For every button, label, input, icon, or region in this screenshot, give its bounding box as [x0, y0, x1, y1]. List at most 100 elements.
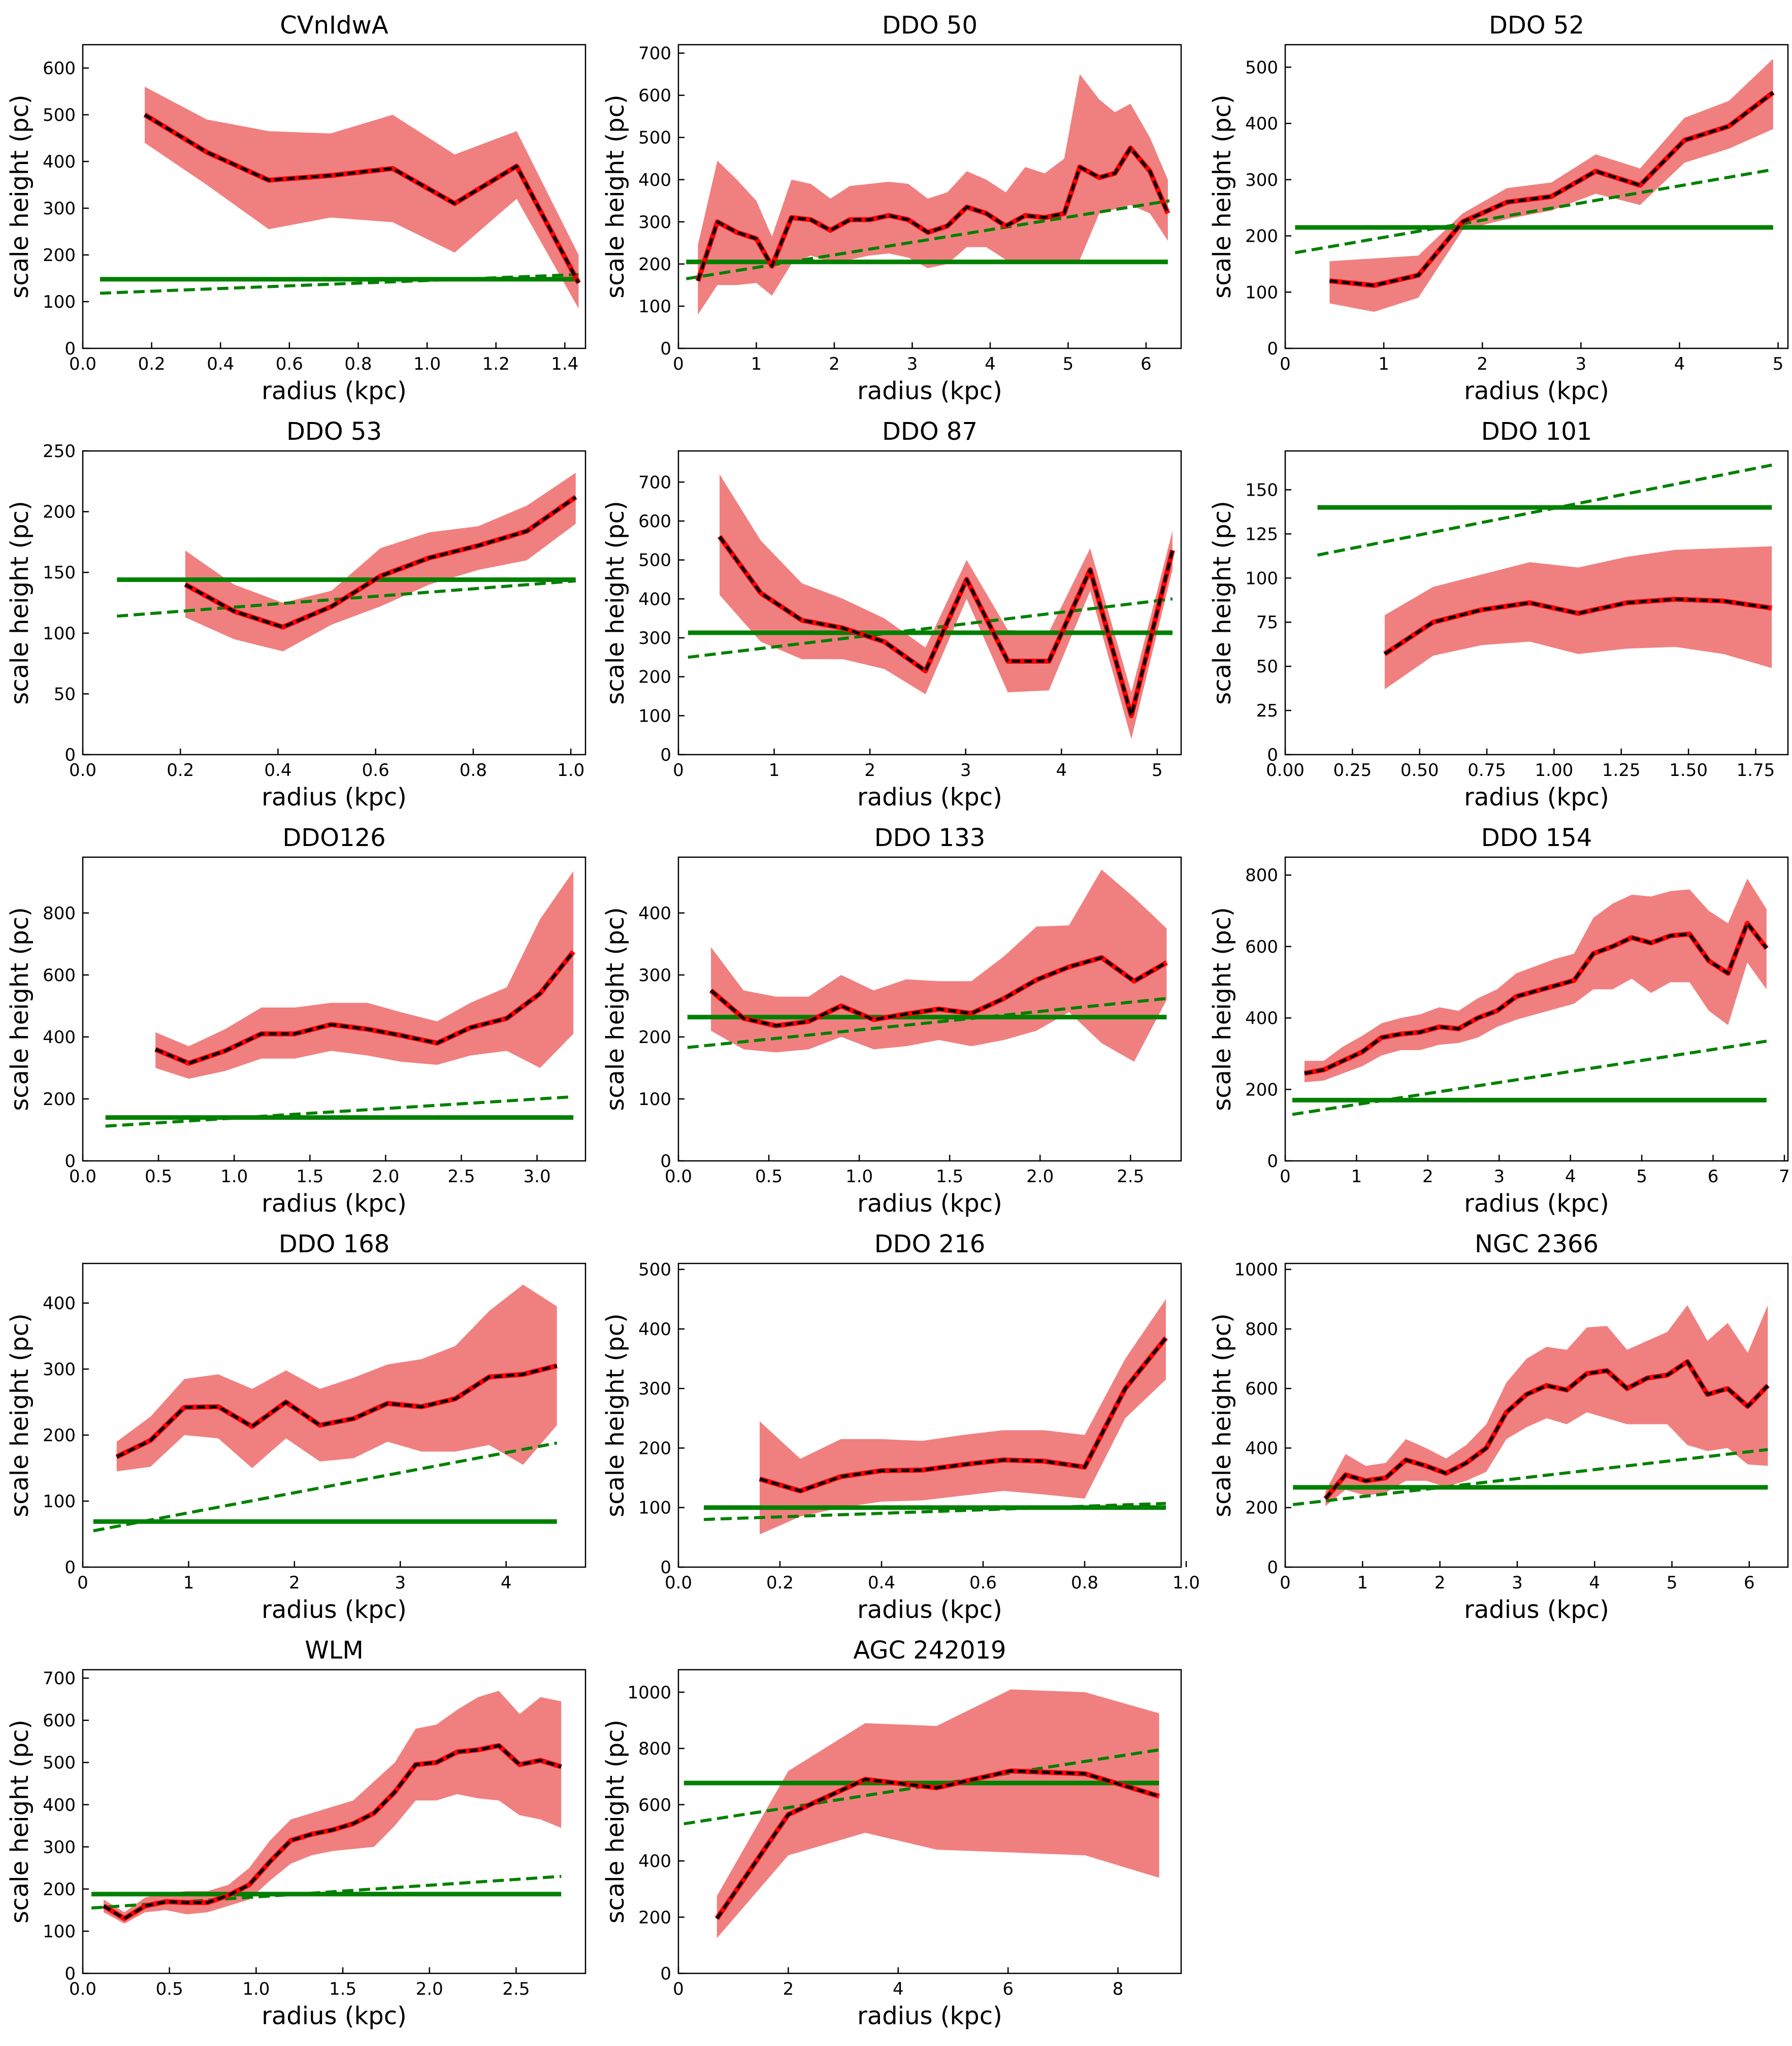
y-tick-label: 0 — [64, 1557, 76, 1578]
x-tick-label: 3 — [907, 354, 918, 374]
y-tick-label: 500 — [43, 1753, 76, 1773]
dashed-trend-line — [686, 199, 1170, 280]
subplot-title: WLM — [305, 1636, 364, 1665]
y-tick-label: 0 — [1267, 339, 1278, 359]
axes-frame — [82, 856, 587, 1162]
y-tick-label: 200 — [43, 1879, 76, 1900]
dashed-trend-line — [687, 997, 1167, 1049]
y-tick-label: 400 — [43, 1027, 76, 1048]
y-tick-label: 400 — [638, 1852, 671, 1872]
axes-frame — [677, 856, 1182, 1162]
series-line-black-dashed — [144, 113, 580, 284]
subplot-title: DDO 154 — [1481, 824, 1592, 852]
y-tick-label: 600 — [43, 58, 76, 79]
x-tick-label: 1.0 — [845, 1166, 873, 1187]
y-axis-label: scale height (pc) — [601, 1313, 630, 1517]
x-tick-label: 3 — [1576, 354, 1587, 374]
x-tick-label: 3 — [1493, 1166, 1505, 1187]
x-tick-label: 0.0 — [69, 354, 96, 374]
x-tick-label: 0.8 — [344, 354, 372, 374]
y-axis-label: scale height (pc) — [601, 94, 630, 299]
y-tick-label: 0 — [64, 1151, 76, 1172]
y-tick-label: 100 — [638, 1089, 671, 1110]
axes-frame — [1284, 450, 1789, 756]
plot-area — [1292, 879, 1769, 1116]
x-tick-label: 1 — [1351, 1166, 1362, 1187]
x-tick-label: 2 — [1477, 354, 1488, 374]
subplot-title: DDO 50 — [882, 11, 978, 40]
x-tick-label: 2.0 — [372, 1166, 399, 1187]
y-tick-label: 0 — [660, 745, 671, 765]
x-tick-label: 0.6 — [362, 760, 389, 781]
subplot-title: DDO 52 — [1489, 11, 1584, 40]
y-tick-label: 300 — [638, 628, 671, 648]
y-tick-label: 400 — [1245, 1438, 1278, 1458]
y-tick-label: 200 — [43, 1089, 76, 1110]
x-tick-label: 5 — [1636, 1166, 1647, 1187]
x-axis-label: radius (kpc) — [857, 1189, 1002, 1218]
axes-frame — [677, 1262, 1182, 1568]
x-tick-label: 2 — [783, 1979, 794, 1999]
x-axis-label: radius (kpc) — [857, 783, 1002, 811]
y-tick-label: 100 — [638, 706, 671, 726]
y-tick-label: 500 — [638, 128, 671, 148]
x-tick-label: 0.8 — [460, 760, 487, 781]
x-tick-label: 0.75 — [1468, 760, 1506, 781]
x-tick-label: 0.5 — [156, 1979, 183, 1999]
x-tick-label: 4 — [1589, 1573, 1600, 1593]
y-tick-label: 100 — [43, 624, 76, 644]
y-tick-label: 0 — [660, 339, 671, 359]
series-line-black-dashed — [103, 1744, 562, 1921]
x-axis-label: radius (kpc) — [262, 1189, 407, 1218]
x-tick-label: 1.4 — [551, 354, 578, 374]
subplot-12: 0.0 0.5 1.0 1.5 2.0 2.5 0 100 200 300 400 500 600 700… — [6, 1636, 587, 2030]
dashed-trend-line — [703, 1502, 1166, 1521]
dashed-trend-line — [91, 1874, 562, 1910]
y-tick-label: 400 — [1245, 114, 1278, 134]
dashed-trend-line — [1317, 463, 1772, 557]
y-tick-label: 1000 — [627, 1682, 671, 1703]
y-tick-label: 700 — [638, 472, 671, 493]
series-line-black-dashed — [1304, 922, 1768, 1075]
x-axis-label: radius (kpc) — [1464, 783, 1609, 811]
uncertainty-band — [155, 871, 574, 1079]
x-axis-label: radius (kpc) — [857, 2002, 1002, 2030]
y-tick-label: 200 — [638, 667, 671, 688]
subplot-13: 0 2 4 6 8 0 200 400 600 800 1000 AGC 242019 radius (… — [601, 1636, 1182, 2030]
x-tick-label: 4 — [1565, 1166, 1576, 1187]
uncertainty-band — [698, 74, 1168, 315]
y-axis-label: scale height (pc) — [6, 1719, 34, 1924]
x-tick-label: 6 — [1002, 1979, 1014, 1999]
x-axis-label: radius (kpc) — [262, 377, 407, 405]
subplot-8: 0 1 2 3 4 5 6 7 0 200 400 600 800 DDO 154 radius (kpc)… — [1208, 824, 1790, 1218]
x-tick-label: 0 — [1280, 1573, 1291, 1593]
x-tick-label: 0.2 — [138, 354, 166, 374]
x-tick-label: 2.0 — [416, 1979, 443, 1999]
x-tick-label: 0.5 — [145, 1166, 172, 1187]
x-axis-label: radius (kpc) — [262, 783, 407, 811]
y-tick-label: 700 — [43, 1669, 76, 1689]
y-axis-label: scale height (pc) — [6, 1313, 34, 1517]
x-axis-label: radius (kpc) — [1464, 1189, 1609, 1218]
x-tick-label: 4 — [985, 354, 996, 374]
y-tick-label: 300 — [1245, 170, 1278, 190]
plot-area — [105, 871, 576, 1128]
x-tick-label: 2.5 — [447, 1166, 475, 1187]
x-tick-label: 3 — [1512, 1573, 1523, 1593]
plot-area — [100, 86, 581, 309]
series-line-black-dashed — [710, 956, 1167, 1027]
subplot-title: DDO 133 — [874, 824, 986, 852]
y-tick-label: 800 — [1245, 1319, 1278, 1340]
x-tick-label: 1 — [1378, 354, 1389, 374]
series-line-black-dashed — [715, 1769, 1160, 1920]
subplot-title: DDO 168 — [279, 1230, 390, 1258]
y-axis-label: scale height (pc) — [601, 907, 630, 1111]
plot-area — [91, 1691, 562, 1924]
x-tick-label: 4 — [1056, 760, 1067, 781]
x-tick-label: 1.5 — [296, 1166, 323, 1187]
x-axis-label: radius (kpc) — [857, 377, 1002, 405]
axes-frame — [82, 44, 587, 349]
dashed-trend-line — [93, 1441, 558, 1533]
plot-area — [1294, 58, 1775, 312]
